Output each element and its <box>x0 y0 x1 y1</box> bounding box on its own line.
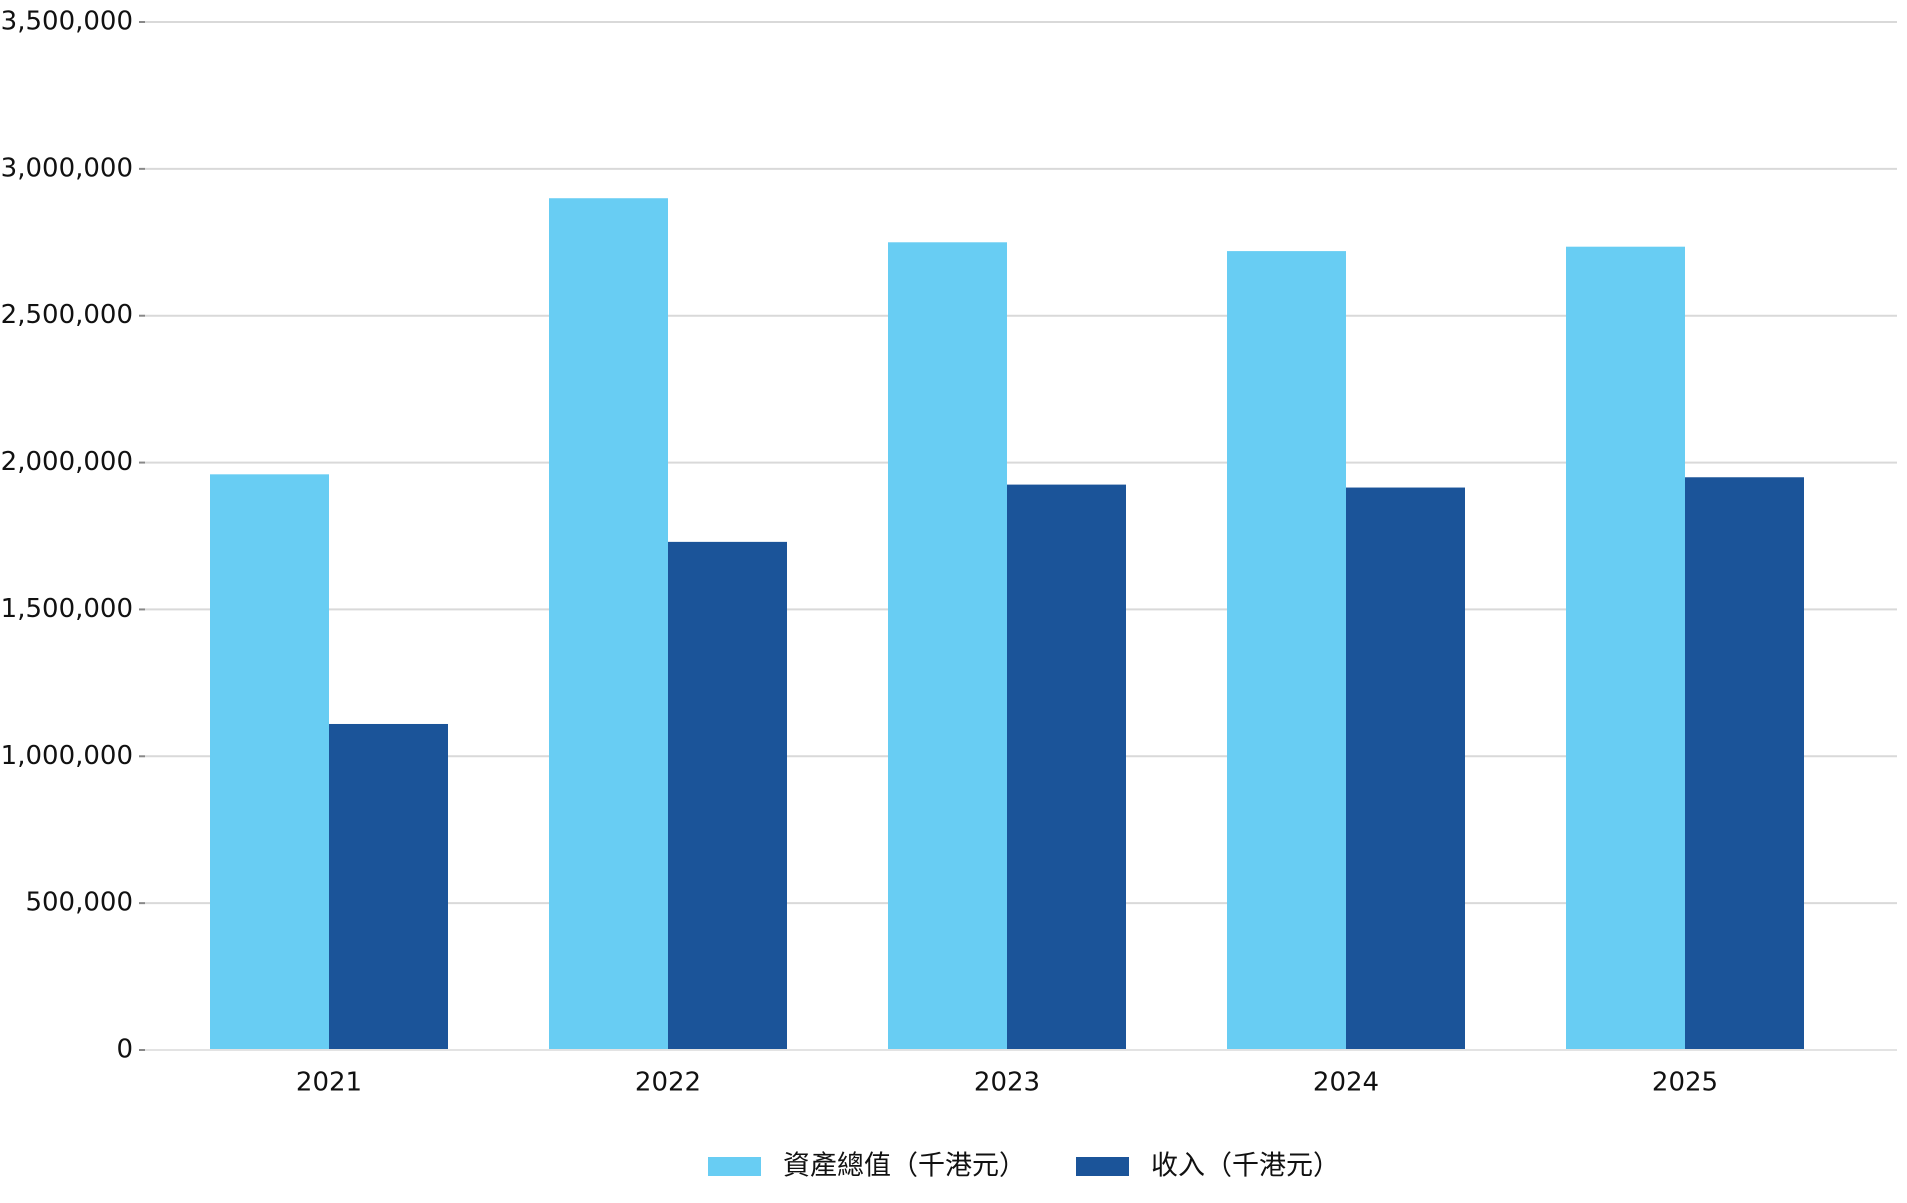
x-tick-label: 2023 <box>974 1068 1040 1098</box>
legend-label: 資產總值（千港元） <box>783 1151 1026 1182</box>
bar-2021-series-1 <box>210 474 329 1050</box>
legend: 資產總值（千港元） 收入（千港元） <box>708 1151 1340 1182</box>
y-tick-label: 3,000,000 <box>1 153 133 183</box>
x-tick-label: 2025 <box>1652 1068 1718 1098</box>
legend-swatch <box>708 1157 761 1176</box>
x-tick-label: 2024 <box>1313 1068 1379 1098</box>
x-tick-label: 2022 <box>635 1068 701 1098</box>
legend-label: 收入（千港元） <box>1151 1151 1340 1182</box>
bar-2022-series-2 <box>668 541 787 1050</box>
bar-2023-series-1 <box>888 242 1007 1051</box>
x-tick-label: 2021 <box>296 1068 362 1098</box>
y-tick-label: 2,000,000 <box>1 447 133 477</box>
y-tick-label: 0 <box>116 1035 133 1065</box>
bar-2025-series-1 <box>1566 246 1685 1051</box>
bar-2021-series-2 <box>329 723 448 1050</box>
bar-2024-series-2 <box>1346 487 1465 1051</box>
bar-2025-series-2 <box>1685 477 1804 1050</box>
axes: 0 500,000 1,000,000 1,500,000 2,000,000 2,500… <box>1 7 1897 1098</box>
y-tick-label: 2,500,000 <box>1 300 133 330</box>
y-tick-label: 3,500,000 <box>1 7 133 37</box>
bar-2022-series-1 <box>549 198 668 1050</box>
y-tick-label: 500,000 <box>25 888 133 918</box>
bars <box>210 198 1804 1051</box>
bar-2024-series-1 <box>1227 251 1346 1050</box>
y-tick-label: 1,500,000 <box>1 594 133 624</box>
legend-swatch <box>1076 1157 1129 1176</box>
bar-2023-series-2 <box>1007 484 1126 1051</box>
y-tick-label: 1,000,000 <box>1 741 133 771</box>
